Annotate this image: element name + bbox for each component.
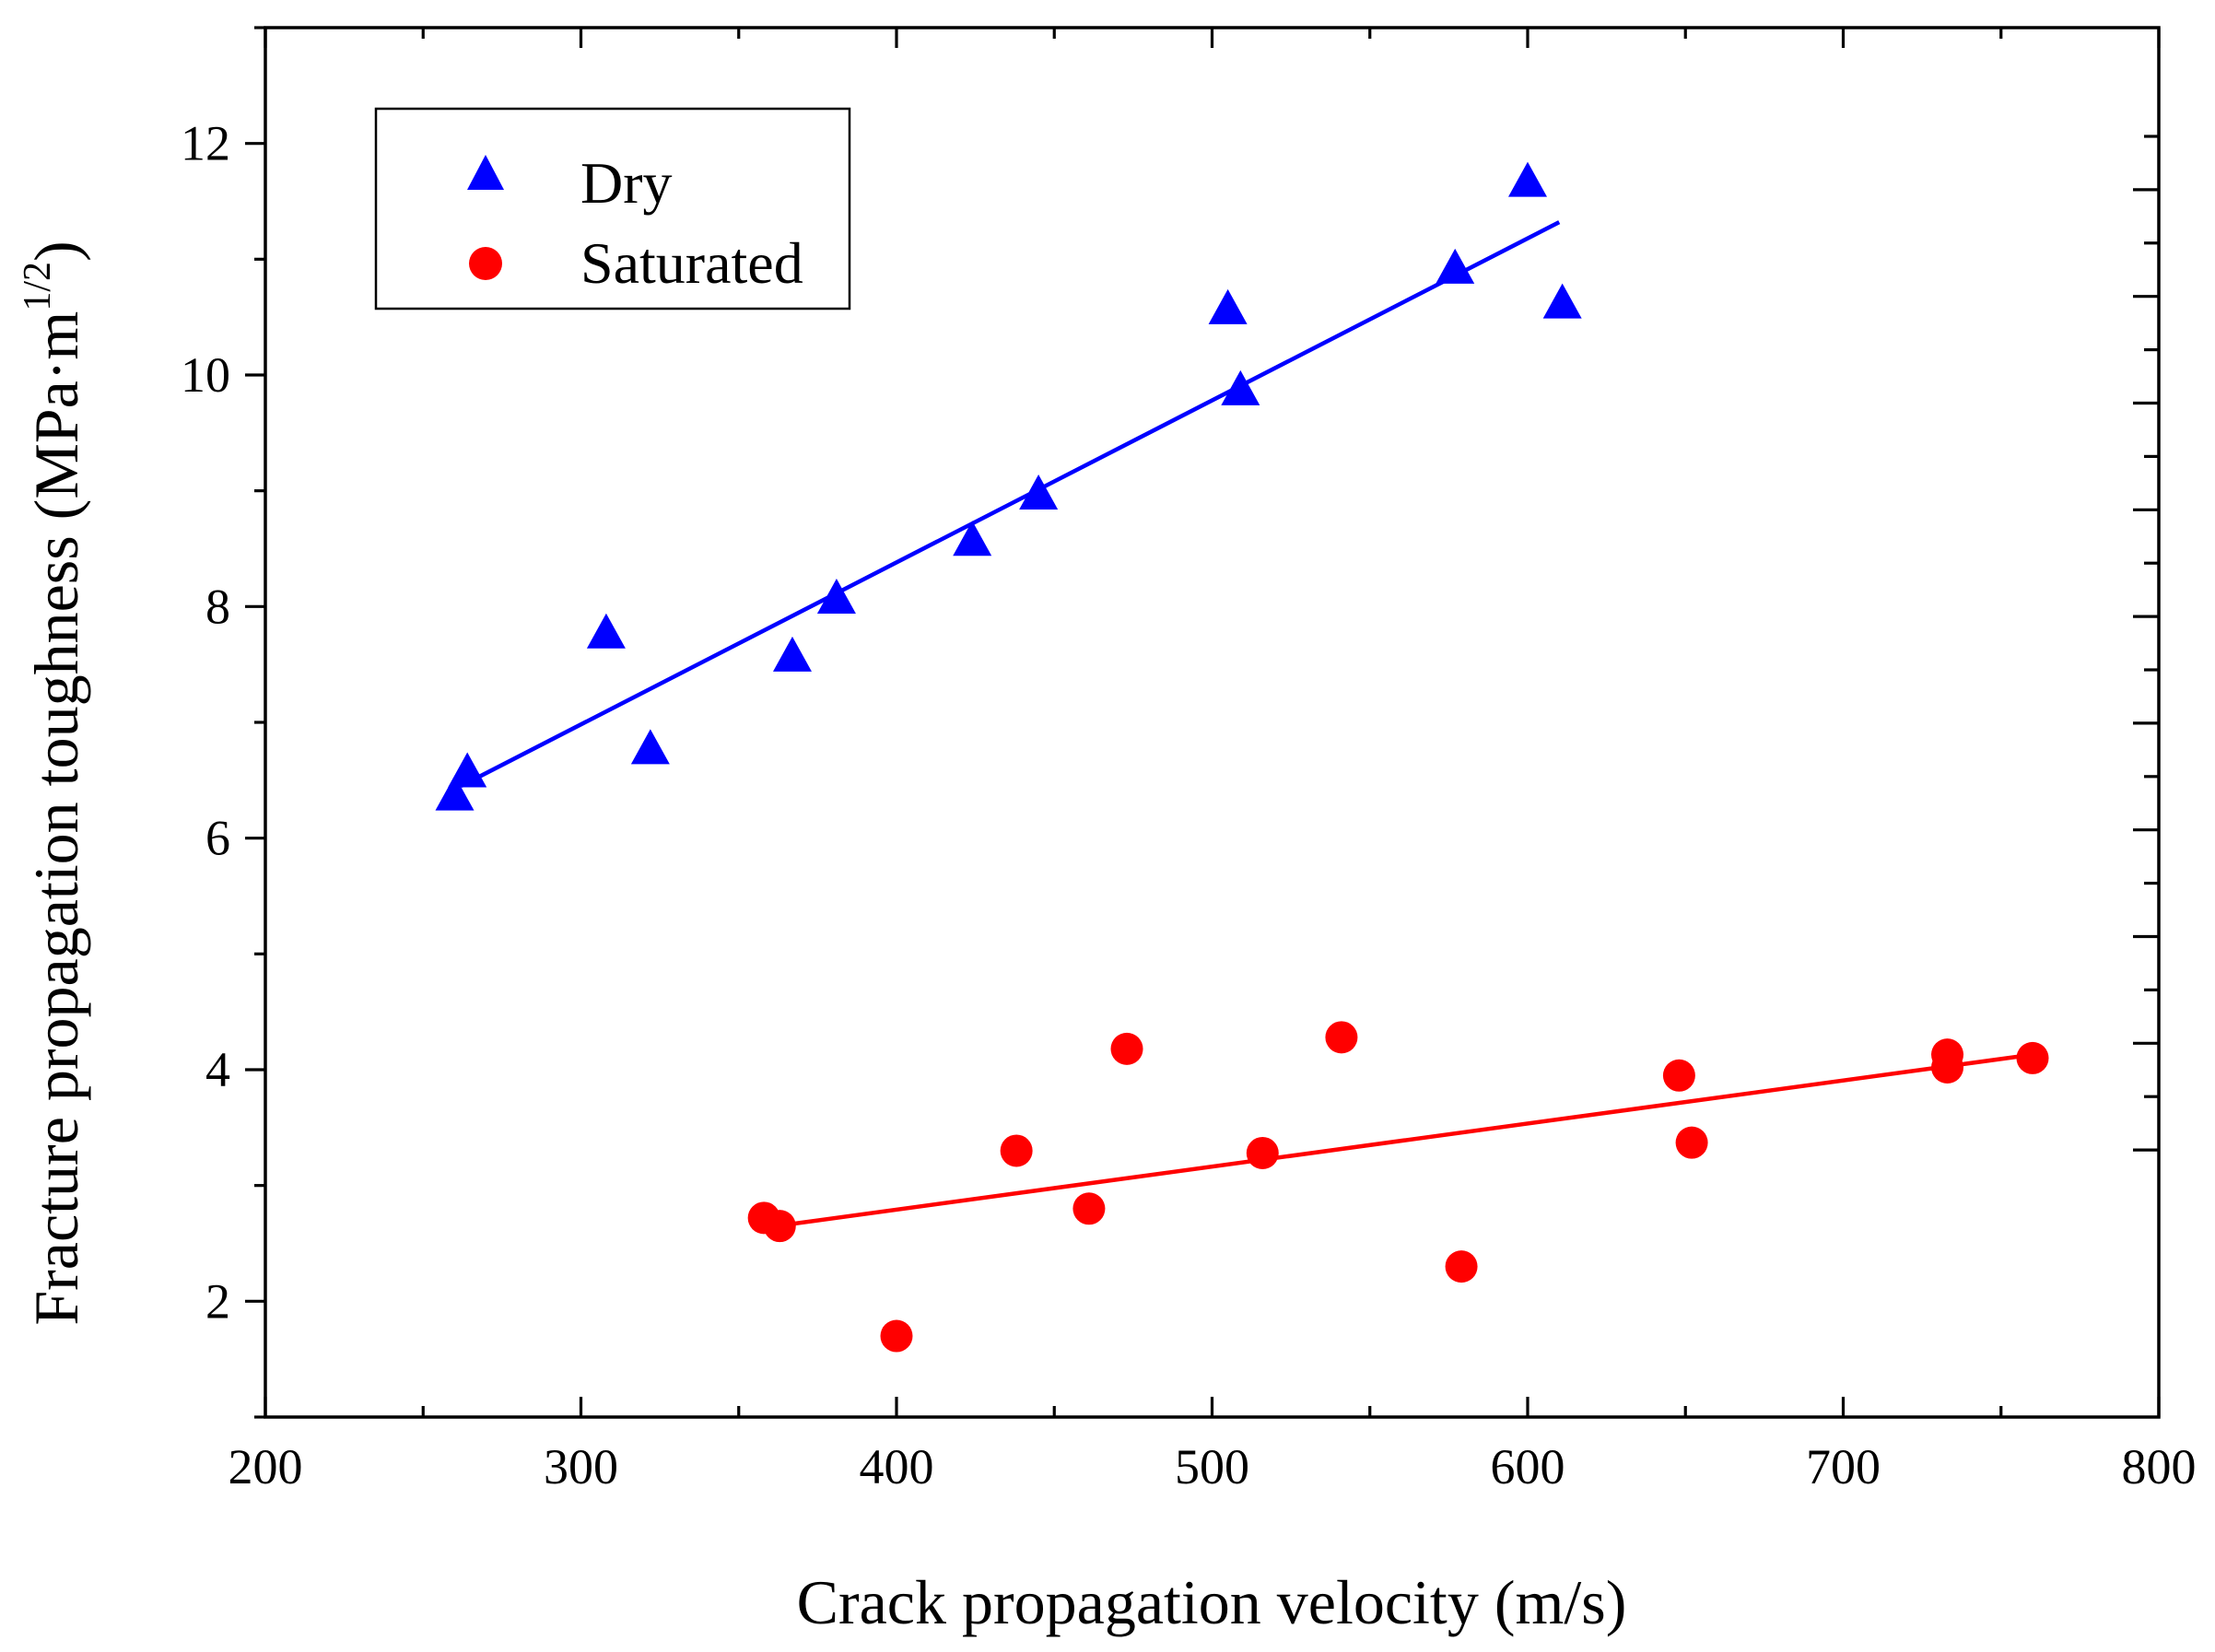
data-point-saturated (1110, 1032, 1143, 1065)
y-tick-label: 12 (181, 116, 230, 171)
data-point-saturated (2016, 1041, 2049, 1074)
data-point-saturated (1445, 1250, 1478, 1283)
data-point-dry (448, 752, 487, 788)
y-tick-label: 2 (205, 1273, 230, 1329)
y-axis-title-group: Fracture propagation toughness (MPa·m1/2… (17, 240, 91, 1325)
legend-marker-saturated (469, 247, 502, 280)
data-point-saturated (1000, 1134, 1033, 1167)
y-axis-title-superscript: 1/2 (17, 262, 59, 311)
legend: Dry Saturated (374, 107, 851, 310)
data-point-saturated (1675, 1126, 1708, 1159)
data-point-saturated (1662, 1059, 1695, 1092)
y-tick-label: 6 (205, 811, 230, 866)
x-tick-label: 500 (1175, 1439, 1249, 1494)
data-point-dry (816, 579, 856, 615)
x-axis: 200 300 400 500 600 700 800 (229, 28, 2197, 1494)
data-point-dry (630, 729, 670, 765)
data-point-saturated (880, 1319, 913, 1353)
data-point-dry (586, 613, 626, 649)
data-point-dry (435, 775, 475, 811)
legend-label-saturated: Saturated (580, 230, 803, 296)
y-tick-label: 4 (205, 1042, 230, 1097)
data-point-dry (1208, 288, 1248, 324)
data-point-dry (953, 521, 992, 557)
x-tick-label: 600 (1491, 1439, 1565, 1494)
series-layer (435, 161, 2049, 1353)
fit-line-dry (460, 220, 1561, 789)
x-tick-label: 200 (229, 1439, 303, 1494)
y-tick-label: 10 (181, 347, 230, 403)
data-point-saturated (1325, 1021, 1358, 1054)
x-tick-label: 400 (860, 1439, 934, 1494)
x-tick-label: 800 (2122, 1439, 2197, 1494)
x-tick-label: 300 (544, 1439, 618, 1494)
data-point-dry (1542, 283, 1582, 319)
legend-label-dry: Dry (580, 150, 673, 216)
y-axis: 2 4 6 8 10 12 (181, 26, 2159, 1419)
data-point-saturated (1931, 1038, 1964, 1072)
data-point-dry (1508, 161, 1547, 197)
data-point-saturated (1246, 1136, 1279, 1169)
y-axis-title: Fracture propagation toughness (MPa·m1/2… (17, 240, 91, 1325)
data-point-dry (1221, 369, 1260, 405)
y-tick-label: 8 (205, 579, 230, 634)
data-point-dry (1436, 248, 1475, 284)
data-point-dry (1019, 474, 1059, 510)
legend-marker-dry (467, 155, 504, 190)
y-axis-title-main: Fracture propagation toughness (MPa·m (21, 311, 91, 1326)
y-axis-title-close: ) (21, 240, 91, 262)
legend-box (374, 107, 851, 310)
x-axis-title: Crack propagation velocity (m/s) (797, 1567, 1627, 1637)
data-point-saturated (763, 1210, 796, 1243)
x-tick-label: 700 (1806, 1439, 1881, 1494)
data-point-saturated (1072, 1192, 1106, 1225)
data-point-dry (772, 636, 812, 672)
fit-line-saturated (776, 1052, 2033, 1228)
